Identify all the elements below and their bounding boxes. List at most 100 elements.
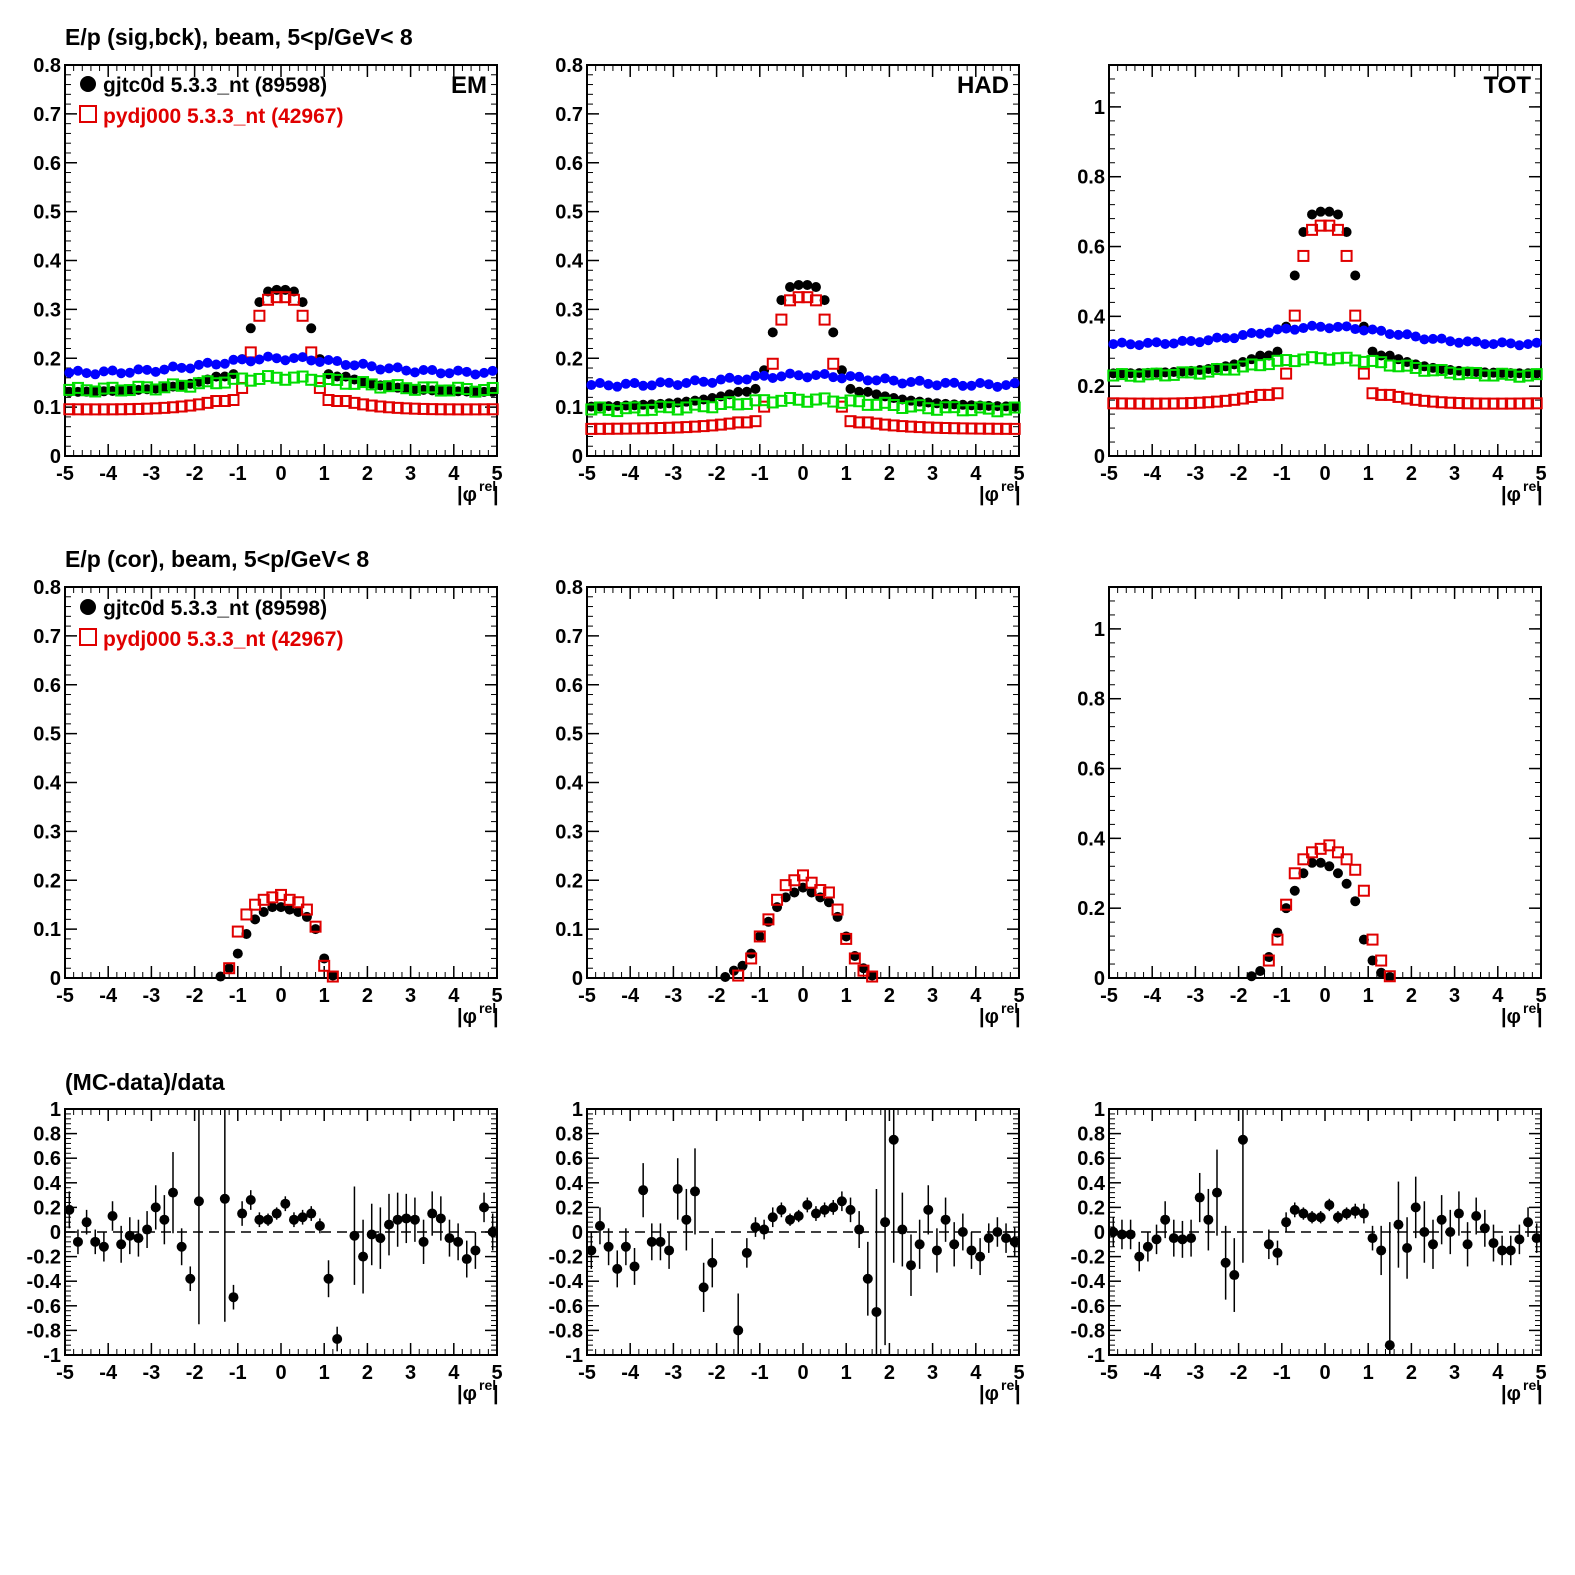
data-point bbox=[426, 381, 439, 394]
data-point bbox=[974, 422, 987, 435]
data-point bbox=[1504, 368, 1517, 381]
data-point bbox=[594, 401, 605, 412]
data-point bbox=[366, 378, 377, 389]
data-point bbox=[793, 1211, 804, 1222]
data-point bbox=[1358, 325, 1369, 336]
data-point bbox=[906, 377, 916, 388]
panel-sigbck-tot: -5 -4 -3 -2 -1 0 1 2 3 4 5 0 0.2 0.4 0.6 0.8 1 |φ rel| TOT bbox=[1077, 64, 1547, 506]
data-point bbox=[384, 1219, 394, 1230]
data-point bbox=[750, 370, 761, 381]
data-point bbox=[237, 354, 248, 365]
data-point bbox=[357, 398, 370, 411]
data-point bbox=[201, 375, 214, 388]
data-point bbox=[1315, 857, 1326, 868]
data-point bbox=[974, 401, 987, 414]
data-point bbox=[348, 377, 361, 390]
data-point bbox=[733, 374, 744, 385]
data-point bbox=[880, 1217, 891, 1228]
data-point bbox=[1271, 933, 1284, 946]
data-point bbox=[322, 393, 335, 406]
data-point bbox=[1142, 1241, 1153, 1252]
data-point bbox=[253, 372, 266, 385]
data-point bbox=[443, 403, 456, 416]
data-point bbox=[167, 378, 179, 391]
data-point bbox=[391, 401, 404, 414]
data-point bbox=[611, 405, 624, 418]
panel-label: HAD bbox=[957, 72, 1009, 99]
y-tick-label: 0.2 bbox=[1077, 376, 1105, 398]
data-point bbox=[785, 368, 796, 379]
data-point bbox=[870, 417, 883, 430]
data-point bbox=[854, 1224, 865, 1235]
x-tick-label: 2 bbox=[884, 1362, 895, 1384]
legend-row1: gjtc0d 5.3.3_nt (89598) pydj000 5.3.3_nt… bbox=[79, 74, 343, 128]
data-point bbox=[258, 907, 269, 918]
data-point bbox=[323, 354, 334, 365]
data-point bbox=[956, 422, 969, 435]
data-point bbox=[1497, 337, 1508, 348]
data-point bbox=[1289, 885, 1300, 896]
data-point bbox=[1314, 842, 1327, 855]
data-point bbox=[612, 381, 623, 392]
x-tick-label: -3 bbox=[143, 985, 161, 1007]
data-point bbox=[966, 380, 977, 391]
data-point bbox=[905, 400, 917, 413]
data-point bbox=[646, 1236, 657, 1247]
y-tick-label: 0.8 bbox=[1077, 1124, 1105, 1146]
y-tick-label: 0.2 bbox=[555, 348, 583, 370]
data-point bbox=[1186, 335, 1197, 346]
data-point bbox=[1167, 397, 1180, 410]
data-point bbox=[991, 422, 1004, 435]
x-tick-label: 0 bbox=[1319, 1362, 1330, 1384]
data-point bbox=[124, 367, 135, 378]
data-point bbox=[664, 1245, 675, 1256]
data-point bbox=[383, 380, 395, 393]
x-axis-label-sup: rel bbox=[479, 1377, 496, 1393]
data-point bbox=[1375, 954, 1388, 967]
data-point bbox=[922, 402, 935, 415]
x-axis-label: |φ bbox=[1501, 1006, 1521, 1028]
data-point bbox=[80, 384, 93, 397]
data-point bbox=[818, 313, 831, 326]
x-tick-label: -3 bbox=[1187, 1362, 1205, 1384]
data-point bbox=[150, 1202, 161, 1213]
data-point bbox=[461, 366, 472, 377]
data-point bbox=[1134, 1251, 1145, 1262]
data-point bbox=[965, 404, 978, 417]
data-point bbox=[1341, 321, 1352, 332]
data-point bbox=[1409, 361, 1422, 374]
data-point bbox=[1306, 846, 1319, 859]
data-point bbox=[391, 379, 404, 392]
x-tick-label: 1 bbox=[319, 463, 330, 485]
data-point bbox=[313, 375, 326, 388]
data-point bbox=[90, 1236, 101, 1247]
data-point bbox=[620, 1241, 631, 1252]
data-point bbox=[1523, 1217, 1534, 1228]
data-point bbox=[585, 403, 598, 416]
data-point bbox=[326, 970, 339, 983]
data-point bbox=[1514, 368, 1525, 379]
data-point bbox=[132, 402, 145, 415]
x-axis-label-bar: | bbox=[1537, 1383, 1543, 1405]
data-point bbox=[1228, 393, 1241, 406]
data-point bbox=[1471, 1211, 1482, 1222]
data-point bbox=[1384, 350, 1395, 361]
data-point bbox=[750, 383, 761, 394]
data-point bbox=[845, 1204, 856, 1215]
data-point bbox=[1298, 868, 1309, 879]
data-point bbox=[1488, 1238, 1499, 1249]
data-point bbox=[1383, 388, 1396, 401]
data-point bbox=[1272, 324, 1283, 335]
data-point bbox=[1445, 1227, 1456, 1237]
y-tick-label: 0.5 bbox=[33, 724, 61, 746]
data-point bbox=[1366, 933, 1379, 946]
data-point bbox=[767, 373, 778, 384]
data-point bbox=[754, 931, 765, 942]
data-point bbox=[1478, 397, 1491, 410]
data-point bbox=[861, 416, 874, 429]
data-point bbox=[1141, 397, 1154, 410]
data-point bbox=[1393, 1219, 1404, 1230]
data-point bbox=[689, 420, 701, 433]
data-point bbox=[71, 403, 84, 416]
x-tick-label: -2 bbox=[1230, 1362, 1248, 1384]
